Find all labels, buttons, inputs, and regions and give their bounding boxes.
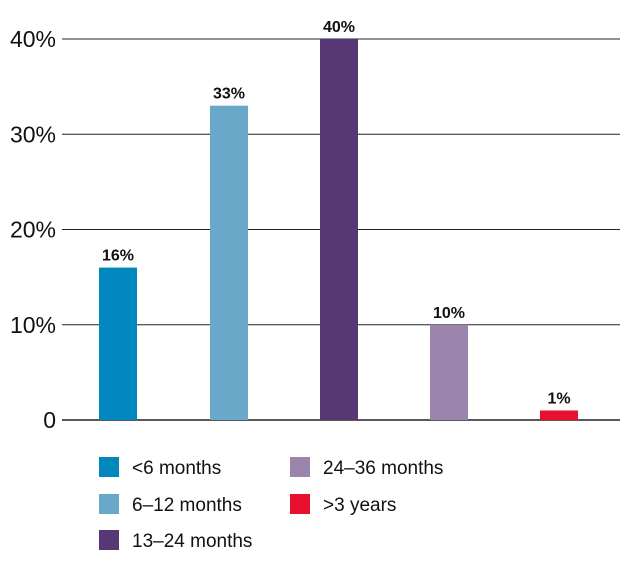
legend: <6 months 6–12 months 13–24 months 24–36 mo… [99,457,443,552]
data-label: 10% [433,305,465,322]
data-label-background [94,244,142,266]
legend-item: 6–12 months [99,494,242,516]
y-tick-label: 10% [10,312,56,338]
legend-swatch [99,457,119,477]
data-label: 33% [213,86,245,103]
y-tick-label: 30% [10,121,56,147]
legend-label: <6 months [132,458,221,479]
legend-label: 6–12 months [132,495,242,516]
data-labels: 16% 33% 40% 10% 1% [94,16,583,409]
data-label-background [315,16,363,37]
y-tick-label: 40% [10,26,56,52]
legend-item: <6 months [99,457,221,479]
y-tick-label: 20% [10,217,56,243]
legend-label: >3 years [323,495,396,516]
bars [99,39,578,421]
bar-3 [320,39,358,420]
data-label: 16% [102,248,134,265]
legend-item: >3 years [290,494,396,516]
legend-swatch [99,530,119,550]
legend-swatch [99,494,119,514]
legend-swatch [290,457,310,477]
legend-label: 24–36 months [323,458,443,479]
data-label-background [205,82,253,104]
data-label-background [535,387,583,409]
y-tick-label: 0 [43,407,56,433]
data-label: 1% [547,390,570,407]
bar-5 [540,410,578,420]
data-label: 40% [323,19,355,36]
data-label-background [425,301,473,323]
legend-item: 13–24 months [99,530,252,552]
bar-2 [210,105,248,421]
legend-swatch [290,494,310,514]
bar-4 [430,324,468,420]
legend-item: 24–36 months [290,457,443,479]
bar-1 [99,267,137,420]
legend-label: 13–24 months [132,531,252,552]
y-axis-ticks: 0 10% 20% 30% 40% [10,26,56,433]
